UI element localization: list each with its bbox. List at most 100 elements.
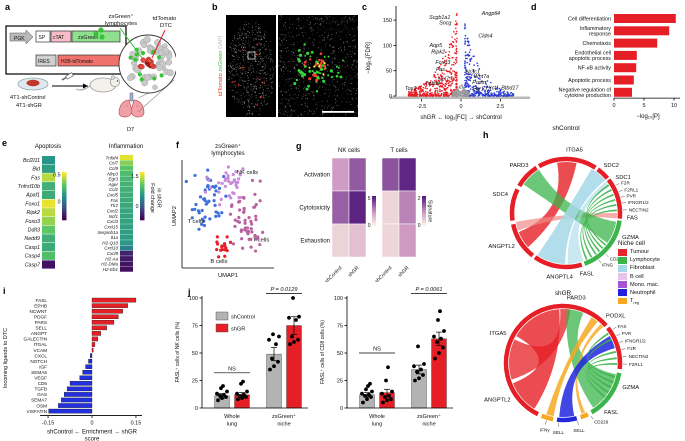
svg-text:100: 100 bbox=[334, 296, 343, 302]
ligand-label: ITGAL bbox=[33, 342, 47, 347]
svg-text:50: 50 bbox=[386, 69, 392, 75]
go-term-label: response bbox=[589, 32, 611, 38]
day-label: D7 bbox=[127, 127, 134, 133]
svg-text:75: 75 bbox=[192, 324, 198, 330]
ligand-bar bbox=[88, 358, 93, 364]
svg-text:0.15: 0.15 bbox=[131, 421, 142, 427]
signature-col-label: shControl bbox=[374, 265, 393, 282]
ligand-bar bbox=[48, 408, 93, 414]
svg-text:2: 2 bbox=[418, 196, 421, 202]
cbar-label2: in shGR bbox=[156, 188, 162, 208]
dtc-label-2: DTC bbox=[160, 23, 172, 29]
signature-row-label: Activation bbox=[304, 173, 330, 179]
go-bar bbox=[614, 75, 634, 85]
svg-text:25: 25 bbox=[192, 379, 198, 385]
go-bar bbox=[614, 87, 632, 97]
panel-letter-j: j bbox=[188, 287, 191, 297]
circos-label: F2RL1 bbox=[624, 187, 638, 192]
panel-i-ligand-bars: FASLEPHBNCWNTPDGFPARSSELLANGPTGALECTINIT… bbox=[3, 297, 142, 441]
go-term-label: Endothelial cell bbox=[575, 51, 611, 57]
ligand-bar bbox=[91, 314, 119, 319]
ligand-bar bbox=[91, 325, 107, 331]
panel-letter-b: b bbox=[212, 2, 218, 12]
gene-row-label: Cxcl15 bbox=[104, 224, 118, 229]
ligand-bar bbox=[90, 353, 93, 358]
ires-label: IRES bbox=[38, 59, 50, 65]
legend-swatch bbox=[618, 265, 627, 272]
go-bar bbox=[614, 50, 637, 60]
gene-row-label: Foxo3 bbox=[25, 219, 40, 225]
gene-row-label: Cxcl3 bbox=[107, 219, 119, 224]
circos-label: ITGA5 bbox=[490, 331, 507, 337]
circos-label: PODXL bbox=[606, 313, 626, 319]
ligand-label: NOTCH bbox=[30, 359, 47, 364]
signature-cbar-label: Signature bbox=[427, 200, 433, 222]
gene-label: Egr1 bbox=[473, 86, 484, 92]
cell-line-1: 4T1-shControl bbox=[10, 95, 45, 101]
gene-row-label: Ccl9 bbox=[109, 166, 118, 171]
j-group-label: zsGreen⁺ bbox=[272, 413, 296, 420]
j-bar bbox=[286, 325, 302, 409]
ligand-bar bbox=[79, 375, 93, 381]
j-group-label: Whole bbox=[224, 414, 240, 420]
volcano-ylabel: −log₁₀[FDR] bbox=[366, 42, 372, 74]
j-ylabel: FASL⁺ cells of NK cells (%) bbox=[175, 321, 181, 382]
go-term-label: Negative regulation of bbox=[559, 88, 612, 94]
dtc-annotation: tdTomato⁺ DTC bbox=[317, 18, 356, 25]
gene-row-label: H2-Eb1 bbox=[103, 267, 119, 272]
panel-e-gene-heatmaps: Apoptosis Bcl2l11 Bid Fas Tnfrsf10b Apaf1 Foxo… bbox=[18, 144, 162, 272]
circos-label: PARD3 bbox=[567, 295, 586, 301]
ligand-label: TGFB bbox=[35, 387, 48, 392]
gene-row-label: Nedd9 bbox=[24, 236, 40, 242]
circos-label: SDC4 bbox=[493, 192, 509, 198]
j-group-label: zsGreen⁺ bbox=[417, 413, 441, 420]
gene-row-label: H2-Aa bbox=[105, 256, 118, 261]
ctat-label: cTAT bbox=[53, 35, 64, 41]
ligand-label: VCAM bbox=[33, 348, 47, 353]
ligand-bar bbox=[61, 397, 93, 403]
circos-label: NECTIN2 bbox=[629, 354, 649, 359]
ligand-bar bbox=[91, 297, 137, 303]
legend-title: Niche cell bbox=[618, 240, 645, 247]
svg-text:50: 50 bbox=[337, 351, 343, 357]
svg-text:0: 0 bbox=[58, 199, 61, 205]
go-bar bbox=[614, 26, 670, 36]
gene-row-label: Tnfsf4 bbox=[105, 155, 118, 160]
channel-labels: tdTomato zsGreen DAPI bbox=[218, 35, 224, 96]
circos-label: FASL bbox=[604, 410, 619, 416]
panel-c-volcano-plot: 0 50 100 150 -2.5 0 2.5 −log₁₀[FDR] shGR ← log₂[… bbox=[366, 6, 530, 121]
circos-title: shGR bbox=[555, 290, 572, 297]
gene-row-label: Ncf1 bbox=[109, 214, 119, 219]
svg-text:0.5: 0.5 bbox=[53, 173, 60, 179]
signature-group-title: NK cells bbox=[338, 148, 360, 154]
circos-label: F2RL1 bbox=[629, 362, 643, 367]
go-term-label: Apoptotic process bbox=[568, 78, 611, 84]
legend-item: B cell bbox=[618, 273, 684, 280]
gene-row-label: Cxcl9 bbox=[107, 251, 119, 256]
legend-item: Treg bbox=[618, 298, 684, 305]
legend-swatch bbox=[618, 289, 627, 296]
svg-text:0: 0 bbox=[459, 104, 462, 110]
ligand-label: VISFATIN bbox=[27, 409, 48, 414]
panel-g-signature-heatmaps: Activation Cytotoxicity Exhaustion NK cells… bbox=[299, 148, 434, 282]
panel-letter-i: i bbox=[3, 286, 6, 296]
umap-cluster-label: B cells bbox=[210, 259, 227, 265]
legend-swatch bbox=[618, 249, 627, 256]
svg-text:0: 0 bbox=[90, 421, 93, 427]
umap-ylabel: UMAP2 bbox=[172, 206, 178, 226]
svg-text:0: 0 bbox=[368, 223, 371, 229]
j-legend-shcontrol: shControl bbox=[231, 315, 255, 321]
ligand-label: CD6 bbox=[38, 381, 48, 386]
lymph-label-1: zsGreen⁺ bbox=[109, 13, 134, 20]
ligand-bar bbox=[66, 386, 93, 392]
circos-label: SDC2 bbox=[604, 163, 619, 169]
j-group-label: lung bbox=[372, 422, 383, 428]
niche-cell-legend: Niche cell Tumour Lymphocyte Fibroblast B c… bbox=[618, 240, 684, 306]
circos-label: IFNGR1/2 bbox=[628, 200, 649, 205]
inset-label: Inset bbox=[282, 109, 295, 115]
lungs-icon bbox=[118, 92, 145, 118]
ligand-label: PARS bbox=[35, 320, 47, 325]
ligand-label: GAS bbox=[37, 392, 47, 397]
j-ylabel: FASL⁺ cells of CD8 cells (%) bbox=[320, 320, 326, 384]
legend-label: Fibroblast bbox=[630, 265, 655, 272]
